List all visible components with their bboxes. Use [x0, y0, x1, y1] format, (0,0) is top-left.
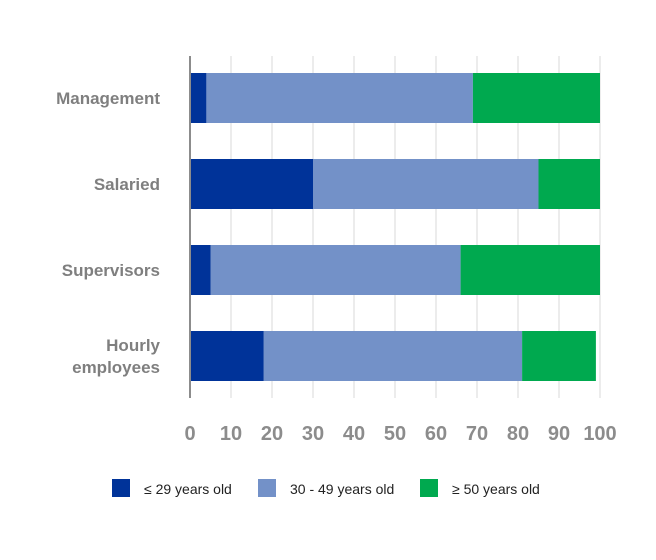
x-tick-label-10: 10 — [220, 423, 242, 445]
bar-segment-4-3 — [522, 331, 596, 381]
bar-segment-1-3 — [472, 73, 600, 123]
bar-segment-2-2 — [313, 159, 539, 209]
x-tick-label-80: 80 — [507, 423, 529, 445]
x-tick-label-0: 0 — [184, 423, 195, 445]
bar-segment-3-1 — [190, 245, 211, 295]
legend-swatch-2 — [258, 479, 276, 497]
bar-segment-2-1 — [190, 159, 313, 209]
legend-swatch-1 — [112, 479, 130, 497]
labels: 0 10 20 30 40 50 60 70 80 90 100 Management Salaried… — [56, 89, 617, 445]
x-tick-label-60: 60 — [425, 423, 447, 445]
bar-segment-4-2 — [263, 331, 523, 381]
bar-segment-1-2 — [206, 73, 473, 123]
bar-segment-3-3 — [460, 245, 600, 295]
category-label: employees — [72, 358, 160, 377]
category-label: Hourly — [106, 336, 160, 355]
bar-segment-1-1 — [190, 73, 207, 123]
category-label: Supervisors — [62, 261, 160, 280]
x-tick-label-90: 90 — [548, 423, 570, 445]
x-tick-label-40: 40 — [343, 423, 365, 445]
bar-segment-4-1 — [190, 331, 264, 381]
legend: ≤ 29 years old 30 - 49 years old ≥ 50 year… — [112, 479, 540, 497]
legend-swatch-3 — [420, 479, 438, 497]
x-tick-label-50: 50 — [384, 423, 406, 445]
x-tick-label-20: 20 — [261, 423, 283, 445]
bar-segment-3-2 — [210, 245, 461, 295]
legend-label-1: ≤ 29 years old — [144, 481, 232, 497]
category-label: Management — [56, 89, 160, 108]
legend-label-3: ≥ 50 years old — [452, 481, 540, 497]
x-tick-label-70: 70 — [466, 423, 488, 445]
category-label: Salaried — [94, 175, 160, 194]
bars — [190, 73, 600, 381]
legend-label-2: 30 - 49 years old — [290, 481, 394, 497]
x-tick-label-30: 30 — [302, 423, 324, 445]
x-tick-label-100: 100 — [583, 423, 616, 445]
bar-segment-2-3 — [538, 159, 600, 209]
